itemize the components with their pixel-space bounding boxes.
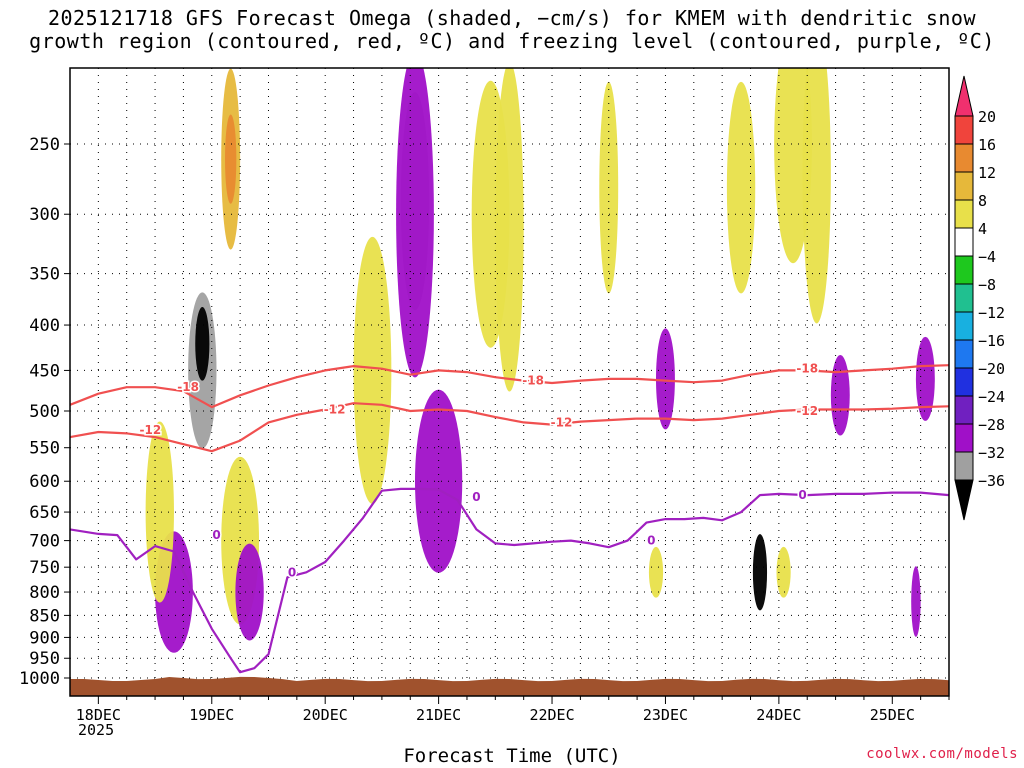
colorbar-label: −24	[978, 388, 1005, 406]
chart-title-line1: 2025121718 GFS Forecast Omega (shaded, −…	[47, 6, 977, 30]
colorbar-label: −32	[978, 444, 1005, 462]
colorbar-box	[954, 199, 974, 229]
omega-shade-blob	[752, 534, 768, 611]
omega-shade-blob	[353, 236, 392, 504]
y-tick-label: 300	[29, 205, 60, 225]
colorbar-box	[954, 339, 974, 369]
y-tick-label: 750	[29, 558, 60, 578]
colorbar-box	[954, 171, 974, 201]
omega-shade-blob	[656, 328, 675, 430]
contour-line	[70, 402, 949, 453]
x-tick-label: 23DEC	[643, 706, 688, 724]
omega-shade-blob	[495, 68, 524, 392]
x-tick-label: 18DEC	[76, 706, 121, 724]
omega-shade-blob	[145, 421, 174, 603]
x-tick-label: 25DEC	[870, 706, 915, 724]
y-tick-label: 900	[29, 628, 60, 648]
colorbar-bottom-arrow	[954, 479, 974, 521]
colorbar-label: 8	[978, 192, 987, 210]
contour-label: -18	[796, 362, 818, 376]
contour-line	[70, 364, 949, 409]
colorbar-box	[954, 227, 974, 257]
x-tick-label: 21DEC	[416, 706, 461, 724]
contour-line	[70, 487, 949, 674]
colorbar-label: 20	[978, 108, 996, 126]
contour-label: 0	[798, 488, 806, 502]
omega-shade-blob	[648, 546, 664, 598]
omega-shade-blob	[774, 68, 812, 264]
y-tick-label: 950	[29, 649, 60, 669]
x-tick-label: 19DEC	[189, 706, 234, 724]
omega-shade-blob	[726, 81, 756, 294]
contour-label: -12	[324, 402, 346, 416]
y-tick-label: 450	[29, 361, 60, 381]
omega-shade-blob	[235, 543, 264, 641]
contour-label: -12	[796, 404, 818, 418]
contour-label: -12	[139, 423, 161, 437]
colorbar-box	[954, 423, 974, 453]
contour-label: 0	[212, 528, 220, 542]
colorbar-box	[954, 143, 974, 173]
omega-shade-blob	[776, 546, 791, 598]
omega-shade-blob	[911, 566, 921, 637]
colorbar-label: 16	[978, 136, 996, 154]
y-tick-label: 500	[29, 402, 60, 422]
omega-shade-blob	[830, 355, 850, 436]
omega-shade-blob	[915, 336, 935, 421]
colorbar-label: −8	[978, 276, 996, 294]
colorbar-label: −36	[978, 472, 1005, 490]
contour-label: 0	[288, 565, 296, 579]
contour-label: 0	[647, 534, 655, 548]
x-tick-label: 20DEC	[303, 706, 348, 724]
colorbar-label: −12	[978, 304, 1005, 322]
colorbar-box	[954, 395, 974, 425]
y-tick-label: 700	[29, 532, 60, 552]
omega-shade-blob	[396, 68, 434, 378]
x-tick-label: 24DEC	[756, 706, 801, 724]
y-tick-label: 850	[29, 606, 60, 626]
credit-link[interactable]: coolwx.com/models	[866, 746, 1018, 762]
y-tick-label: 550	[29, 439, 60, 459]
contour-label: -18	[522, 374, 544, 388]
colorbar-box	[954, 367, 974, 397]
y-tick-label: 600	[29, 472, 60, 492]
colorbar-label: −4	[978, 248, 996, 266]
colorbar-label: −16	[978, 332, 1005, 350]
colorbar-box	[954, 311, 974, 341]
colorbar-label: −20	[978, 360, 1005, 378]
omega-shade-blob	[195, 307, 210, 381]
x-year-label: 2025	[78, 721, 115, 739]
contour-label: -12	[551, 415, 573, 429]
y-tick-label: 400	[29, 316, 60, 336]
colorbar-box	[954, 255, 974, 285]
y-tick-label: 250	[29, 135, 60, 155]
colorbar-box	[954, 283, 974, 313]
contour-label: -18	[177, 380, 199, 394]
terrain-ground	[70, 676, 949, 696]
colorbar-label: 4	[978, 220, 987, 238]
omega-shade-blob	[802, 68, 831, 324]
y-tick-label: 650	[29, 503, 60, 523]
y-tick-label: 1000	[19, 669, 60, 689]
omega-shade-blob	[225, 114, 237, 204]
y-tick-label: 800	[29, 583, 60, 603]
x-tick-label: 22DEC	[529, 706, 574, 724]
colorbar-label: 12	[978, 164, 996, 182]
colorbar-top-arrow	[954, 75, 974, 117]
x-axis-label: Forecast Time (UTC)	[403, 745, 621, 767]
colorbar-box	[954, 451, 974, 481]
plot-frame	[69, 67, 950, 697]
colorbar-label: −28	[978, 416, 1005, 434]
colorbar-box	[954, 115, 974, 145]
y-tick-label: 350	[29, 265, 60, 285]
contour-label: 0	[472, 490, 480, 504]
chart-title-line2: growth region (contoured, red, ºC) and f…	[29, 29, 995, 53]
